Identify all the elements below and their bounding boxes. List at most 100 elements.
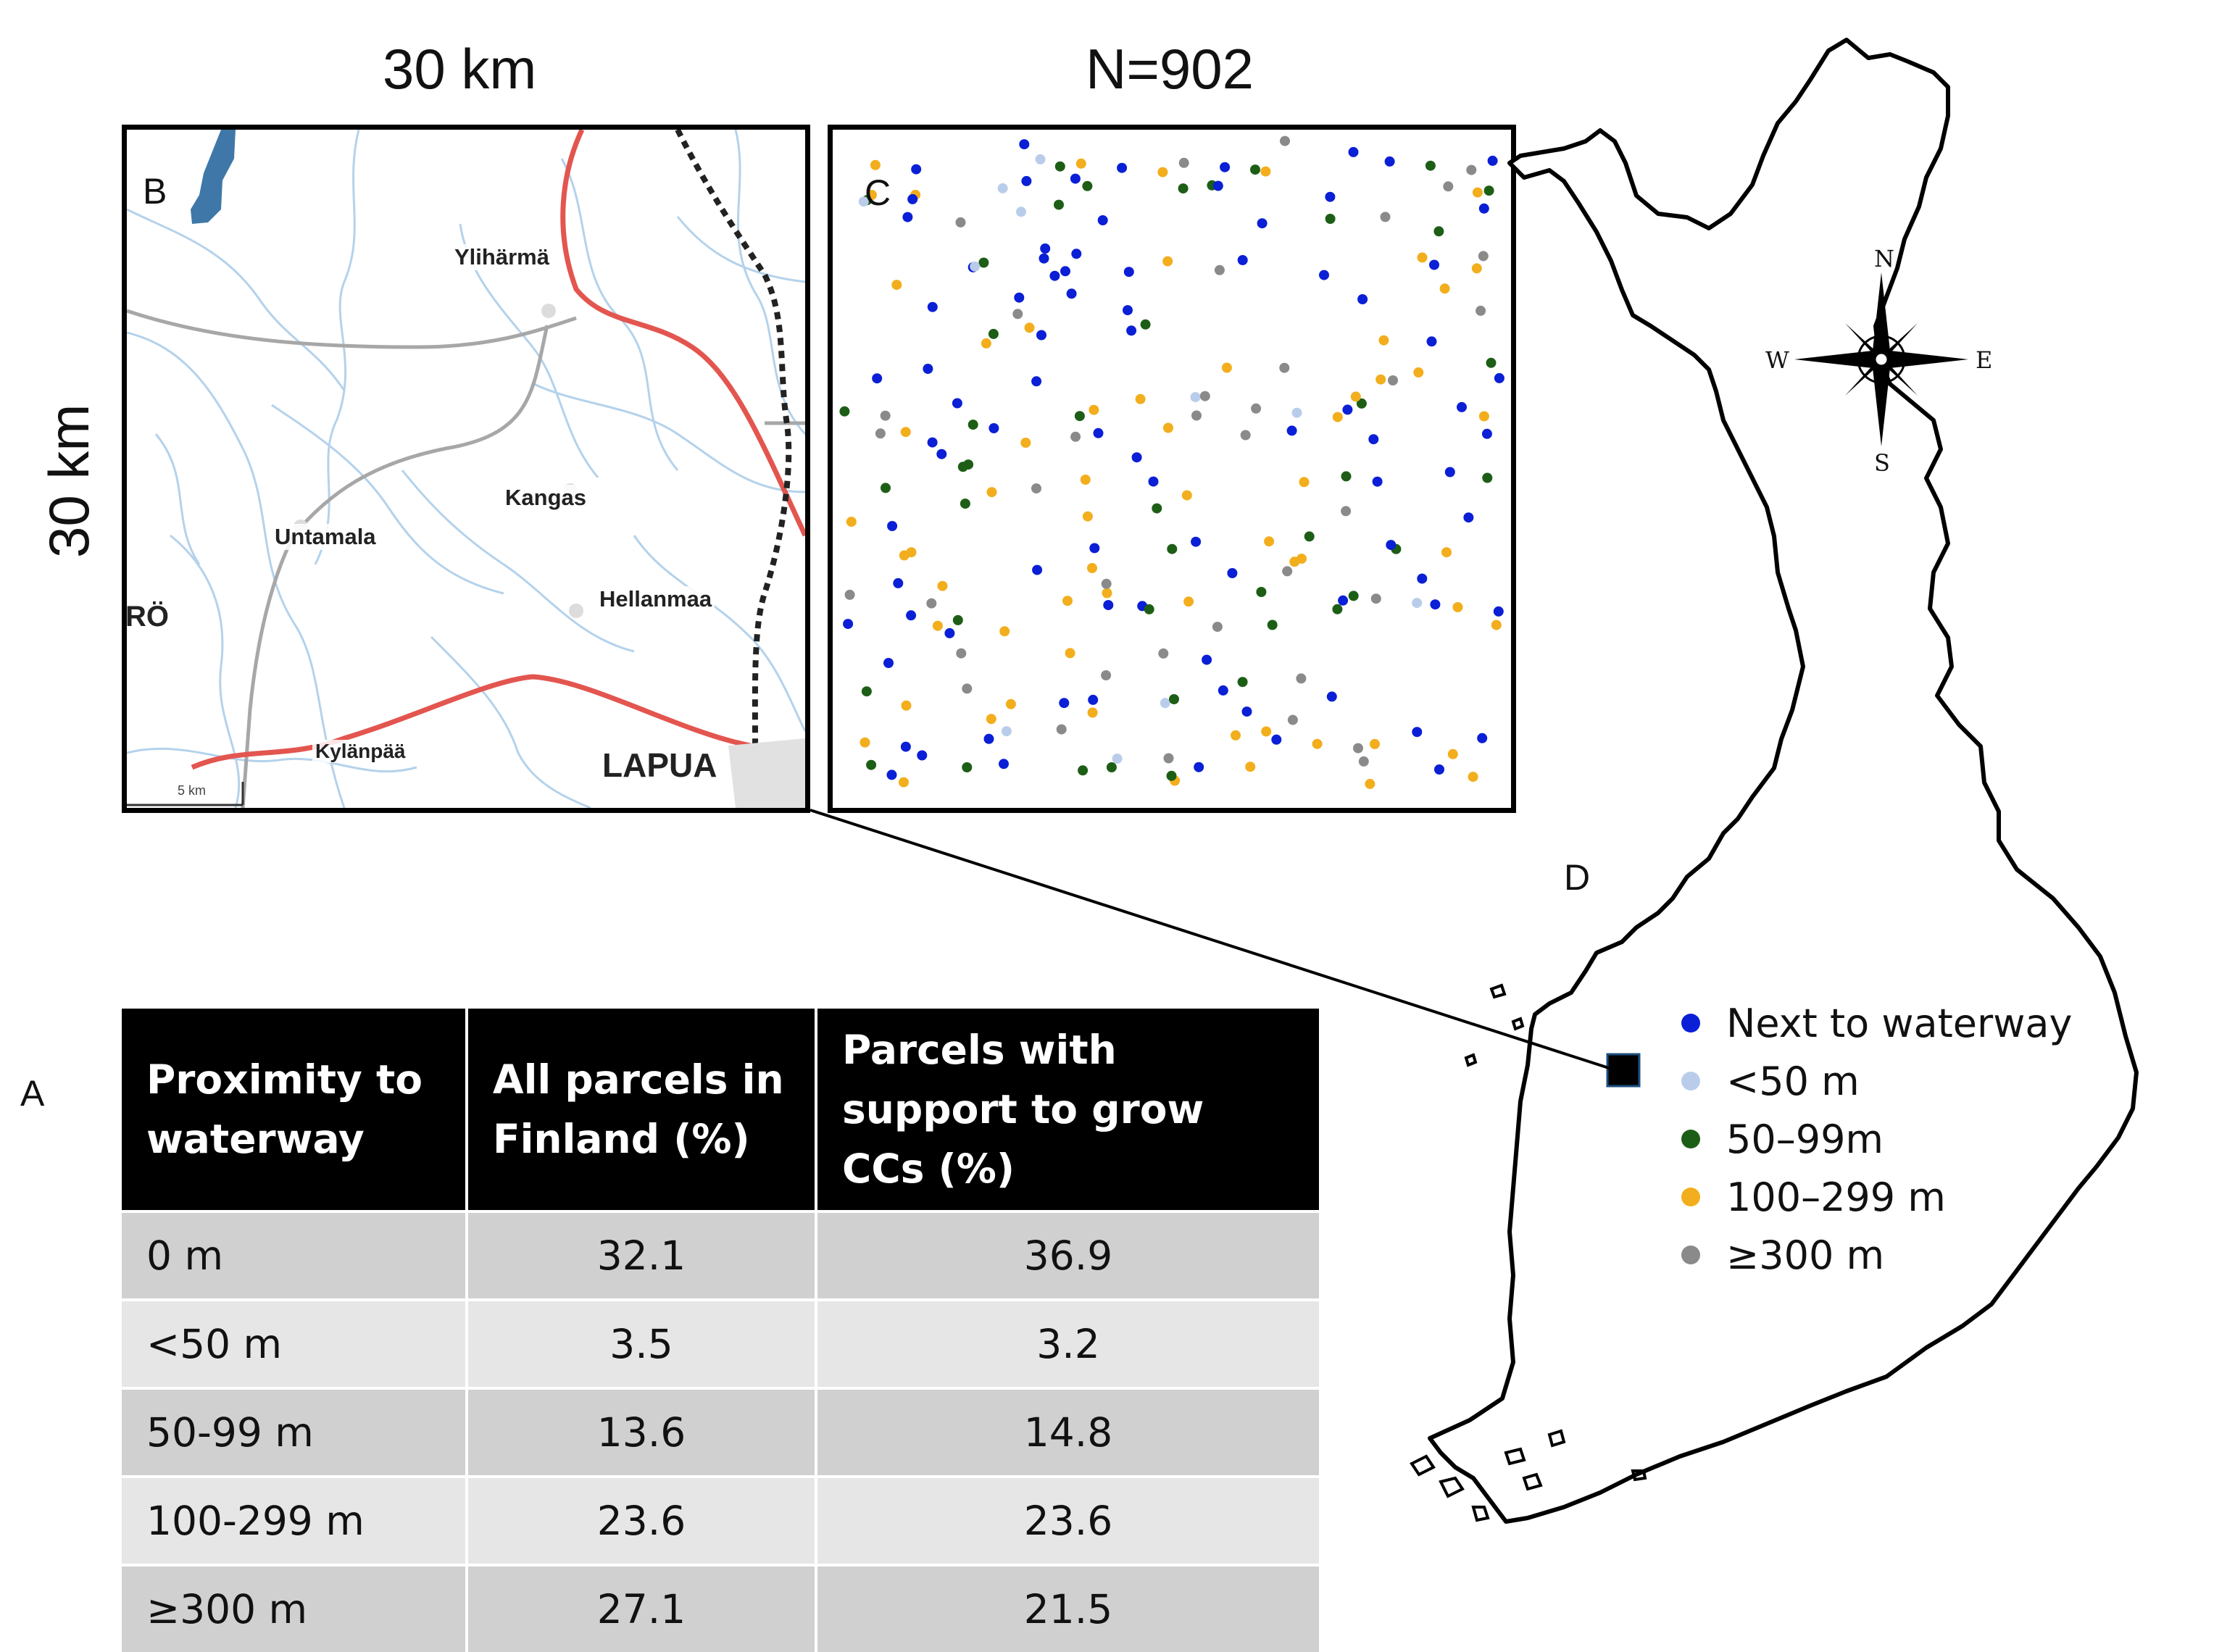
- parcel-dot: [1471, 263, 1482, 274]
- parcel-dot: [886, 769, 897, 780]
- table-cell: 23.6: [816, 1475, 1322, 1565]
- parcel-dot: [1054, 161, 1065, 172]
- parcel-dot: [1426, 336, 1437, 347]
- parcel-dot: [1117, 162, 1128, 173]
- parcel-dot: [981, 338, 991, 349]
- parcel-dot: [1102, 588, 1112, 598]
- parcel-dot: [944, 627, 955, 638]
- parcel-dot: [1348, 591, 1359, 601]
- parcel-dot: [1101, 578, 1112, 589]
- parcel-dot: [1075, 158, 1086, 169]
- parcel-dot: [1271, 734, 1282, 745]
- parcel-dot: [1326, 691, 1337, 702]
- parcel-dot: [893, 577, 904, 588]
- parcel-dot: [1325, 191, 1336, 202]
- parcel-dot: [1443, 181, 1454, 192]
- stream: [170, 534, 241, 808]
- table-cell: 0 m: [122, 1210, 468, 1300]
- parcel-dot: [906, 610, 917, 621]
- table-cell: 3.2: [816, 1298, 1322, 1388]
- parcel-dot: [1060, 266, 1070, 277]
- finland-outline: [1428, 38, 2139, 1524]
- parcel-dot: [1016, 206, 1026, 217]
- parcel-dot: [1372, 476, 1383, 487]
- stream: [676, 216, 805, 283]
- parcel-dot: [1250, 164, 1260, 175]
- parcel-dot: [1478, 411, 1489, 422]
- parcel-dot: [1491, 620, 1502, 630]
- panel-letter-c: C: [865, 172, 891, 213]
- parcel-dot: [1231, 730, 1241, 741]
- parcel-dot: [1478, 251, 1489, 262]
- parcel-dot: [1035, 154, 1046, 164]
- legend-dot: [1681, 1072, 1700, 1090]
- parcel-dot: [927, 437, 938, 448]
- parcel-dot: [1131, 452, 1142, 463]
- stream: [430, 635, 591, 808]
- legend-item: Next to waterway: [1681, 994, 2072, 1052]
- parcel-dot: [1341, 471, 1352, 482]
- parcel-dot: [1332, 412, 1343, 422]
- parcel-dot: [1260, 166, 1271, 177]
- column-header: Parcels with support to grow CCs (%): [816, 1009, 1322, 1211]
- parcel-dot: [1024, 322, 1035, 333]
- parcel-dot: [1286, 425, 1297, 436]
- parcel-dot: [1220, 162, 1231, 172]
- table-cell: 21.5: [816, 1564, 1322, 1652]
- parcel-dot: [1166, 770, 1177, 781]
- parcel-dot: [1370, 593, 1381, 604]
- main-road: [191, 674, 805, 770]
- parcel-dot: [952, 398, 962, 409]
- parcel-dot: [1386, 540, 1397, 551]
- parcel-dot: [1123, 267, 1134, 278]
- parcel-dot: [1160, 698, 1170, 709]
- parcel-dot: [1463, 512, 1474, 523]
- legend-label: Next to waterway: [1726, 1000, 2073, 1046]
- parcel-dot: [1178, 183, 1189, 194]
- place-hellanmaa: Hellanmaa: [596, 586, 715, 612]
- parcel-dot: [1019, 139, 1030, 150]
- parcel-dot: [839, 406, 850, 417]
- parcel-dot: [1325, 214, 1336, 224]
- stream: [734, 130, 805, 435]
- parcel-dot: [1212, 180, 1223, 191]
- parcel-dot: [1338, 595, 1349, 606]
- parcel-dot: [1056, 724, 1067, 735]
- parcel-dot: [1163, 753, 1174, 764]
- parcel-dot: [1348, 146, 1359, 157]
- legend-label: <50 m: [1726, 1058, 1860, 1104]
- parcel-dot: [1356, 398, 1367, 409]
- parcel-dot: [1251, 403, 1262, 414]
- parcel-dot: [1457, 401, 1467, 412]
- parcel-dot: [1312, 738, 1323, 749]
- parcel-dot: [956, 648, 967, 659]
- parcel-dot: [1425, 160, 1436, 171]
- compass-e: E: [1976, 346, 1993, 374]
- island: [1547, 1429, 1566, 1448]
- parcel-dot: [1412, 598, 1423, 609]
- parcel-dot: [1157, 167, 1168, 178]
- parcel-dot: [1097, 215, 1108, 225]
- parcel-dot: [1032, 564, 1043, 575]
- table-cell: 100-299 m: [122, 1475, 468, 1565]
- stream: [633, 535, 805, 732]
- column-header: All parcels in Finland (%): [467, 1009, 817, 1211]
- parcel-dot: [1350, 391, 1361, 402]
- parcel-dot: [844, 589, 855, 600]
- parcel-dot: [962, 762, 973, 772]
- parcel-dot: [901, 700, 912, 711]
- parcel-dot: [891, 280, 902, 291]
- parcel-dot: [1181, 490, 1192, 501]
- parcel-dot: [1031, 376, 1042, 387]
- parcel-dot: [1212, 622, 1223, 633]
- island: [1511, 1017, 1525, 1031]
- parcel-dot: [1370, 738, 1380, 749]
- railway: [675, 130, 792, 808]
- scale-bar: [127, 782, 244, 806]
- table-row: 100-299 m 23.6 23.6: [122, 1475, 1322, 1565]
- parcel-dot: [932, 620, 943, 631]
- parcel-dot: [1059, 698, 1070, 709]
- place-dot: [541, 304, 556, 318]
- parcel-dot: [1202, 654, 1212, 665]
- town-area: [728, 738, 805, 808]
